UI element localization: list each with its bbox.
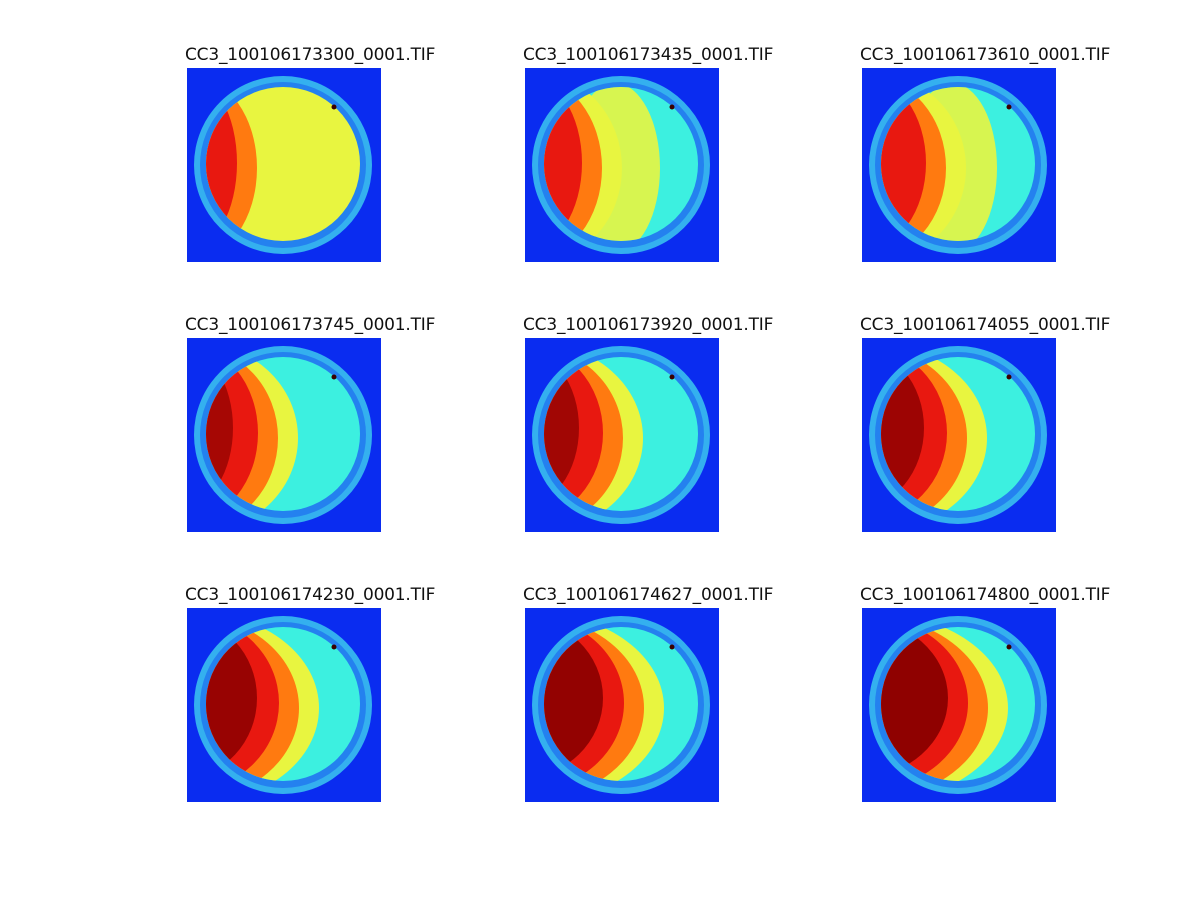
panel-title: CC3_100106174627_0001.TIF xyxy=(523,585,774,605)
panel-title: CC3_100106173435_0001.TIF xyxy=(523,45,774,65)
star-marker xyxy=(331,374,337,380)
star-marker xyxy=(669,374,675,380)
panel-title: CC3_100106173745_0001.TIF xyxy=(185,315,436,335)
panel-8: CC3_100106174627_0001.TIF xyxy=(523,585,773,815)
star-marker xyxy=(1006,374,1012,380)
star-marker xyxy=(1006,644,1012,650)
panel-title: CC3_100106174800_0001.TIF xyxy=(860,585,1111,605)
panel-3: CC3_100106173610_0001.TIF xyxy=(860,45,1110,275)
star-marker xyxy=(331,104,337,110)
panel-9: CC3_100106174800_0001.TIF xyxy=(860,585,1110,815)
panel-title: CC3_100106173300_0001.TIF xyxy=(185,45,436,65)
sky-image xyxy=(187,608,381,802)
panel-7: CC3_100106174230_0001.TIF xyxy=(185,585,435,815)
panel-title: CC3_100106173610_0001.TIF xyxy=(860,45,1111,65)
panel-1: CC3_100106173300_0001.TIF xyxy=(185,45,435,275)
sky-image xyxy=(862,338,1056,532)
sky-image xyxy=(525,608,719,802)
sky-image xyxy=(862,608,1056,802)
panel-4: CC3_100106173745_0001.TIF xyxy=(185,315,435,545)
panel-title: CC3_100106174055_0001.TIF xyxy=(860,315,1111,335)
panel-2: CC3_100106173435_0001.TIF xyxy=(523,45,773,275)
sky-image xyxy=(187,338,381,532)
panel-5: CC3_100106173920_0001.TIF xyxy=(523,315,773,545)
sky-darkred-region xyxy=(544,627,603,778)
sky-disc xyxy=(881,627,1035,781)
sky-disc xyxy=(544,357,698,511)
sky-image xyxy=(187,68,381,262)
sky-image xyxy=(862,68,1056,262)
star-marker xyxy=(1006,104,1012,110)
panel-title: CC3_100106173920_0001.TIF xyxy=(523,315,774,335)
panel-title: CC3_100106174230_0001.TIF xyxy=(185,585,436,605)
sky-image xyxy=(525,68,719,262)
star-marker xyxy=(331,644,337,650)
panel-6: CC3_100106174055_0001.TIF xyxy=(860,315,1110,545)
sky-disc xyxy=(544,627,698,781)
sky-image xyxy=(525,338,719,532)
star-marker xyxy=(669,644,675,650)
star-marker xyxy=(669,104,675,110)
sky-darkred-region xyxy=(881,627,948,778)
